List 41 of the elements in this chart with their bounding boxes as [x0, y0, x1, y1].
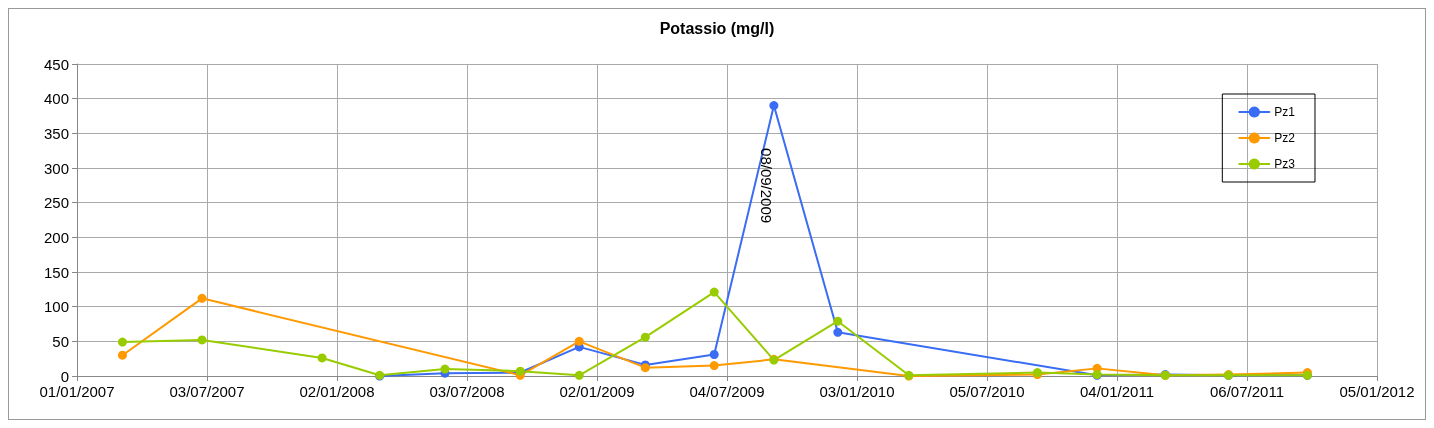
- point: [709, 361, 719, 371]
- point: [640, 332, 650, 342]
- y-tick-label: 50: [52, 332, 69, 350]
- y-tick-label: 250: [43, 194, 69, 212]
- x-tick-label: 03/01/2010: [819, 383, 895, 400]
- x-tick-label: 02/01/2009: [559, 383, 635, 400]
- point: [117, 350, 127, 360]
- chart-title: Potassio (mg/l): [659, 19, 775, 37]
- y-tick-label: 350: [43, 124, 69, 142]
- y-tick-label: 450: [43, 55, 69, 73]
- point: [574, 370, 584, 380]
- point: [440, 364, 450, 374]
- y-tick-label: 100: [43, 298, 69, 316]
- x-tick-label: 05/07/2010: [949, 383, 1025, 400]
- x-tick-label: 02/01/2008: [299, 383, 375, 400]
- point: [833, 316, 843, 326]
- y-tick-label: 400: [43, 90, 69, 108]
- point: [833, 327, 843, 337]
- y-tick-label: 300: [43, 159, 69, 177]
- x-tick-label: 06/07/2011: [1210, 383, 1284, 400]
- point: [197, 293, 207, 303]
- point: [574, 336, 584, 346]
- x-tick-label: 01/01/2007: [39, 383, 115, 400]
- point: [117, 337, 127, 347]
- point: [317, 353, 327, 363]
- y-tick-label: 0: [60, 367, 69, 385]
- y-tick-label: 150: [43, 263, 69, 281]
- x-tick-label: 05/01/2012: [1339, 383, 1415, 400]
- point: [709, 287, 719, 297]
- legend-label: Pz2: [1274, 131, 1296, 145]
- x-tick-label: 04/07/2009: [689, 383, 765, 400]
- point: [197, 335, 207, 345]
- x-tick-label: 04/01/2011: [1080, 383, 1154, 400]
- legend-label: Pz1: [1274, 105, 1296, 119]
- legend-label: Pz3: [1274, 157, 1296, 171]
- point: [709, 350, 719, 359]
- point: [769, 101, 779, 111]
- y-tick-label: 200: [43, 228, 69, 246]
- x-tick-label: 03/07/2007: [169, 383, 245, 400]
- annotation: 08/09/2009: [757, 148, 775, 224]
- x-tick-label: 03/07/2008: [429, 383, 505, 400]
